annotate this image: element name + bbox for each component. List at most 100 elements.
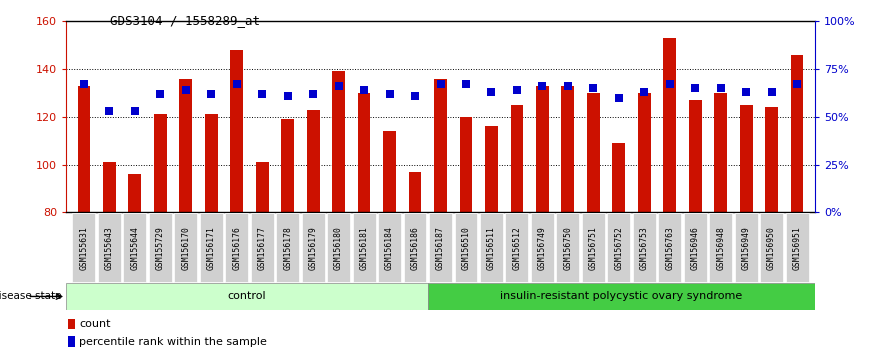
Point	[688, 85, 702, 91]
Bar	[277, 213, 300, 282]
Text: GSM156763: GSM156763	[665, 226, 674, 270]
Bar	[587, 93, 600, 212]
Bar	[332, 72, 345, 212]
Bar	[358, 93, 370, 212]
Text: GSM155643: GSM155643	[105, 226, 114, 270]
Bar	[200, 213, 223, 282]
Bar	[709, 213, 732, 282]
Bar	[561, 86, 574, 212]
Text: GSM156750: GSM156750	[563, 226, 573, 270]
Bar	[123, 213, 146, 282]
Bar	[511, 105, 523, 212]
Point	[102, 108, 116, 114]
Point	[408, 93, 422, 99]
Point	[739, 89, 753, 95]
Bar	[327, 213, 350, 282]
Bar	[506, 213, 529, 282]
Point	[382, 91, 396, 97]
Bar	[78, 86, 90, 212]
Text: insulin-resistant polycystic ovary syndrome: insulin-resistant polycystic ovary syndr…	[500, 291, 743, 302]
Text: GSM155631: GSM155631	[79, 226, 88, 270]
Bar	[383, 131, 396, 212]
Bar	[485, 126, 498, 212]
Point	[331, 84, 345, 89]
Bar	[607, 213, 630, 282]
Text: GSM156946: GSM156946	[691, 226, 700, 270]
Text: GSM156180: GSM156180	[334, 226, 343, 270]
Bar	[429, 213, 452, 282]
Point	[179, 87, 193, 93]
Point	[510, 87, 524, 93]
Bar	[149, 213, 172, 282]
Bar	[791, 55, 803, 212]
Bar	[735, 213, 758, 282]
Point	[77, 81, 91, 87]
Bar	[68, 336, 75, 347]
Point	[536, 84, 550, 89]
Bar	[98, 213, 121, 282]
Text: GSM156512: GSM156512	[513, 226, 522, 270]
Point	[433, 81, 448, 87]
Text: GSM156186: GSM156186	[411, 226, 419, 270]
Bar	[714, 93, 727, 212]
Point	[790, 81, 804, 87]
Bar	[460, 117, 472, 212]
Text: GSM156184: GSM156184	[385, 226, 394, 270]
Bar	[352, 213, 375, 282]
Text: GSM156749: GSM156749	[538, 226, 547, 270]
Bar	[531, 213, 554, 282]
Text: GSM156950: GSM156950	[767, 226, 776, 270]
Bar	[557, 213, 580, 282]
Bar	[638, 93, 651, 212]
Bar	[581, 213, 604, 282]
Text: control: control	[227, 291, 266, 302]
Point	[357, 87, 371, 93]
Text: disease state: disease state	[0, 291, 62, 302]
Bar	[205, 114, 218, 212]
Point	[663, 81, 677, 87]
Point	[611, 95, 626, 101]
Bar	[760, 213, 783, 282]
Bar	[480, 213, 503, 282]
Text: GSM156951: GSM156951	[793, 226, 802, 270]
Bar	[251, 213, 274, 282]
Text: GSM156176: GSM156176	[233, 226, 241, 270]
Point	[281, 93, 295, 99]
Text: percentile rank within the sample: percentile rank within the sample	[79, 337, 267, 347]
Text: GSM156511: GSM156511	[487, 226, 496, 270]
Bar	[766, 107, 778, 212]
Bar	[403, 213, 426, 282]
Point	[586, 85, 600, 91]
Point	[204, 91, 218, 97]
Point	[306, 91, 320, 97]
Bar	[684, 213, 707, 282]
Text: GDS3104 / 1558289_at: GDS3104 / 1558289_at	[110, 14, 260, 27]
Point	[128, 108, 142, 114]
Point	[255, 91, 270, 97]
Bar	[455, 213, 478, 282]
Point	[485, 89, 499, 95]
Bar	[307, 110, 320, 212]
Text: GSM156179: GSM156179	[308, 226, 318, 270]
Bar	[72, 213, 95, 282]
Bar	[427, 283, 815, 310]
Point	[714, 85, 728, 91]
Bar	[66, 283, 427, 310]
Bar	[230, 50, 243, 212]
Bar	[103, 162, 115, 212]
Bar	[434, 79, 447, 212]
Bar	[281, 119, 294, 212]
Text: GSM156948: GSM156948	[716, 226, 725, 270]
Bar	[226, 213, 248, 282]
Text: GSM156510: GSM156510	[462, 226, 470, 270]
Text: GSM156753: GSM156753	[640, 226, 648, 270]
Point	[459, 81, 473, 87]
Text: GSM156178: GSM156178	[283, 226, 292, 270]
Text: GSM156181: GSM156181	[359, 226, 368, 270]
Bar	[612, 143, 626, 212]
Point	[765, 89, 779, 95]
Text: GSM156751: GSM156751	[589, 226, 598, 270]
Bar	[255, 162, 269, 212]
Bar	[154, 114, 167, 212]
Text: GSM156171: GSM156171	[207, 226, 216, 270]
